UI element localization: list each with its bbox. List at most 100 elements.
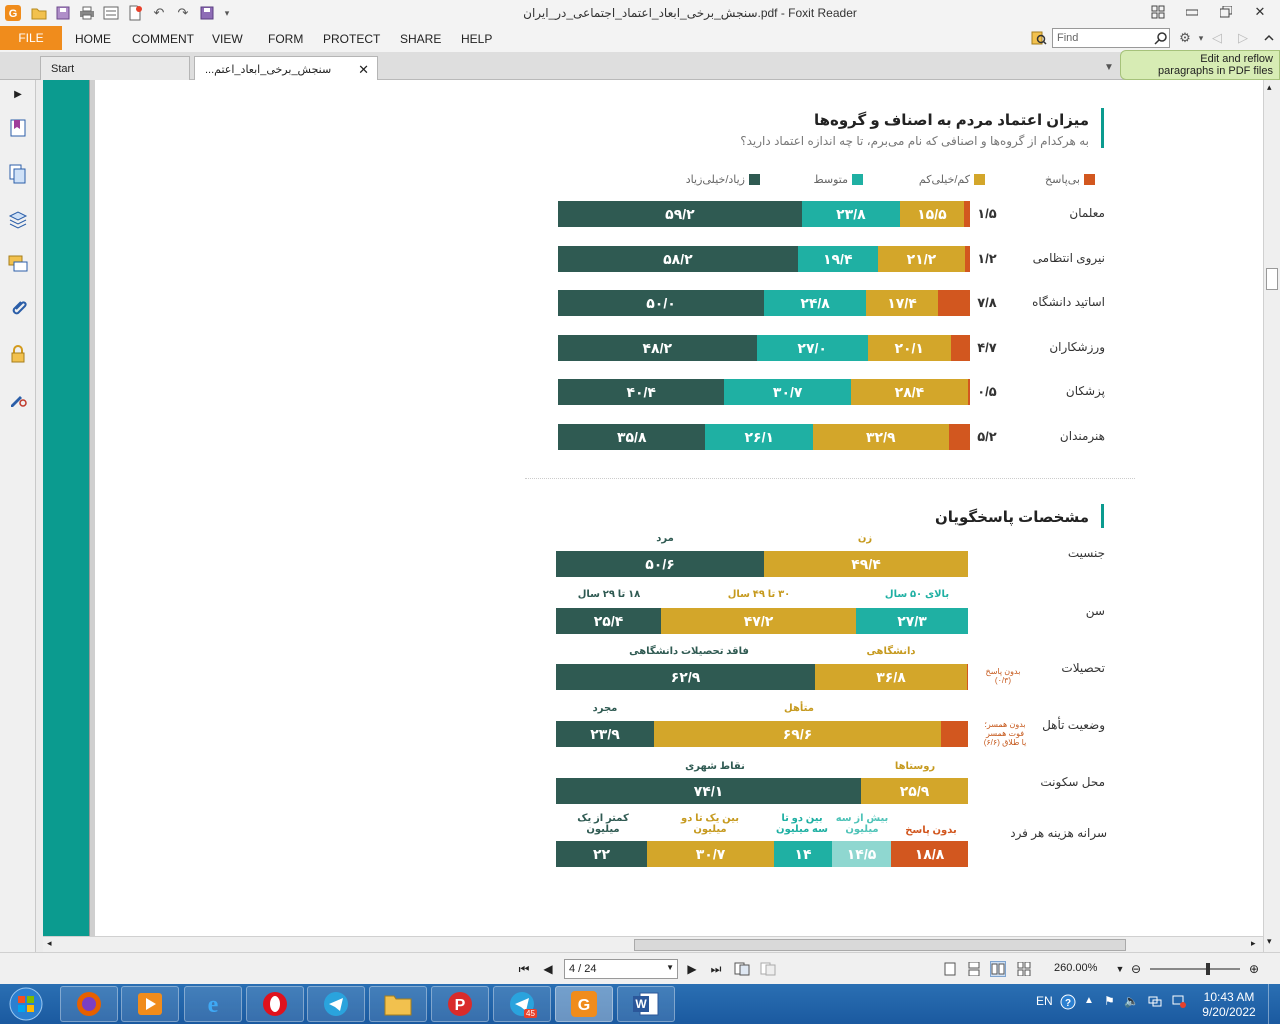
input-language[interactable]: EN [1036, 994, 1053, 1008]
trust-mid-segment: ۳۰/۷ [724, 379, 851, 405]
redo-icon[interactable]: ↷ [177, 5, 189, 20]
zoom-slider-handle[interactable] [1206, 963, 1210, 975]
tab-start[interactable]: Start [40, 56, 190, 80]
find-input[interactable]: Find [1052, 28, 1170, 48]
continuous-page-icon[interactable] [966, 961, 982, 977]
window-title: سنجش_برخی_ابعاد_اعتماد_اجتماعی_در_ایران.… [523, 6, 857, 20]
menu-home[interactable]: HOME [75, 32, 111, 46]
telegram-taskbar-button[interactable] [307, 986, 365, 1022]
reflow-tooltip[interactable]: Edit and reflow paragraphs in PDF files [1120, 50, 1280, 80]
file-menu[interactable]: FILE [0, 26, 62, 50]
next-page-icon[interactable]: ▶ [687, 962, 697, 976]
trust-row-noresp: ۴/۷ [977, 340, 997, 355]
opera-taskbar-button[interactable] [246, 986, 304, 1022]
trust-mid-segment: ۲۶/۱ [705, 424, 814, 450]
search-icon[interactable] [1152, 29, 1170, 47]
zoom-slider[interactable] [1150, 968, 1240, 970]
age-50-segment: ۲۷/۳ [856, 608, 968, 634]
ribbon-toggle-icon[interactable] [1142, 0, 1174, 24]
close-button[interactable]: ✕ [1254, 4, 1266, 19]
horizontal-scrollbar[interactable]: ◂ ▸ [43, 936, 1263, 952]
previous-view-icon[interactable] [734, 961, 750, 977]
help-icon[interactable]: ? [1060, 994, 1076, 1013]
expense-nr-caption: بدون پاسخ [905, 825, 957, 836]
volume-icon[interactable]: 🔈 [1124, 994, 1139, 1008]
start-button[interactable] [4, 986, 48, 1022]
expense-2-caption: بین دو تا سه میلیون [776, 813, 828, 835]
previous-result-icon[interactable]: ◁ [1212, 30, 1222, 45]
menu-form[interactable]: FORM [268, 32, 304, 46]
zoom-level[interactable]: 260.00% [1054, 962, 1098, 974]
menu-comment[interactable]: COMMENT [132, 32, 194, 46]
psiphon-taskbar-button[interactable]: P [431, 986, 489, 1022]
network-icon[interactable] [1148, 994, 1162, 1011]
gear-icon[interactable]: ⚙ [1179, 30, 1191, 45]
customize-toolbar-icon[interactable]: ▾ [224, 7, 230, 18]
bookmarks-icon[interactable] [6, 116, 30, 140]
search-settings-icon[interactable] [1030, 29, 1048, 47]
minimize-button[interactable] [1176, 0, 1208, 24]
scroll-down-icon[interactable]: ▾ [1267, 936, 1272, 946]
menu-help[interactable]: HELP [461, 32, 493, 46]
word-taskbar-button[interactable]: W [617, 986, 675, 1022]
page-number-input[interactable]: 4 / 24 ▼ [564, 959, 678, 979]
show-desktop-button[interactable] [1268, 984, 1280, 1024]
attachments-icon[interactable] [6, 296, 30, 320]
panel-splitter[interactable] [89, 80, 95, 936]
signature-icon[interactable] [6, 386, 30, 410]
scroll-left-icon[interactable]: ◂ [47, 938, 52, 948]
properties-icon[interactable] [102, 4, 120, 22]
zoom-in-icon[interactable]: ⊕ [1248, 962, 1260, 976]
vertical-scroll-thumb[interactable] [1266, 268, 1278, 290]
file-explorer-taskbar-button[interactable] [369, 986, 427, 1022]
pages-icon[interactable] [6, 162, 30, 186]
close-tab-icon[interactable]: ✕ [358, 62, 369, 77]
residence-rural-segment: ۲۵/۹ [861, 778, 968, 804]
print-icon[interactable] [78, 4, 96, 22]
next-result-icon[interactable]: ▷ [1238, 30, 1248, 45]
age-50-caption: بالای ۵۰ سال [884, 589, 950, 600]
layers-icon[interactable] [6, 208, 30, 232]
internet-explorer-taskbar-button[interactable]: e [184, 986, 242, 1022]
save-as-icon[interactable] [198, 4, 216, 22]
first-page-icon[interactable]: ⏮ [518, 961, 530, 976]
hidden-icons-chevron-icon[interactable]: ▲ [1084, 995, 1094, 1006]
horizontal-scroll-thumb[interactable] [634, 939, 1126, 951]
collapse-ribbon-icon[interactable] [1260, 29, 1278, 47]
facing-page-icon[interactable] [990, 961, 1006, 977]
tab-document[interactable]: ...سنجش_برخی_ابعاد_اعتم ✕ [194, 56, 378, 80]
telegram-2-taskbar-button[interactable]: 45 [493, 986, 551, 1022]
zoom-out-icon[interactable]: ⊖ [1130, 962, 1142, 976]
page-dropdown-icon[interactable]: ▼ [666, 963, 674, 972]
media-player-taskbar-button[interactable] [121, 986, 179, 1022]
clock[interactable]: 10:43 AM 9/20/2022 [1196, 990, 1262, 1020]
scroll-right-icon[interactable]: ▸ [1251, 938, 1256, 948]
chevron-down-icon[interactable]: ▾ [1198, 32, 1204, 43]
restore-button[interactable] [1210, 0, 1242, 24]
tab-list-icon[interactable]: ▼ [1104, 61, 1114, 73]
comments-icon[interactable] [6, 252, 30, 276]
menu-share[interactable]: SHARE [400, 32, 442, 46]
save-icon[interactable] [54, 4, 72, 22]
vertical-scrollbar[interactable]: ▴ ▾ [1263, 80, 1280, 952]
continuous-facing-icon[interactable] [1016, 961, 1032, 977]
next-view-icon[interactable] [760, 961, 776, 977]
menu-protect[interactable]: PROTECT [323, 32, 381, 46]
menu-view[interactable]: VIEW [212, 32, 243, 46]
single-page-icon[interactable] [942, 961, 958, 977]
last-page-icon[interactable]: ⏭ [710, 961, 722, 976]
undo-icon[interactable]: ↶ [153, 5, 165, 20]
expand-panel-icon[interactable]: ▶ [14, 88, 22, 100]
action-center-flag-icon[interactable]: ⚑ [1104, 994, 1115, 1008]
open-folder-icon[interactable] [30, 4, 48, 22]
tab-start-label: Start [51, 63, 75, 75]
zoom-dropdown-icon[interactable]: ▼ [1115, 964, 1125, 974]
new-document-icon[interactable] [126, 4, 144, 22]
firefox-taskbar-button[interactable] [60, 986, 118, 1022]
network-warning-icon[interactable] [1172, 994, 1186, 1011]
psiphon-icon: P [448, 992, 472, 1016]
previous-page-icon[interactable]: ◀ [543, 962, 553, 976]
lock-icon[interactable] [6, 342, 30, 366]
foxit-taskbar-button[interactable]: G [555, 986, 613, 1022]
scroll-up-icon[interactable]: ▴ [1267, 82, 1272, 92]
